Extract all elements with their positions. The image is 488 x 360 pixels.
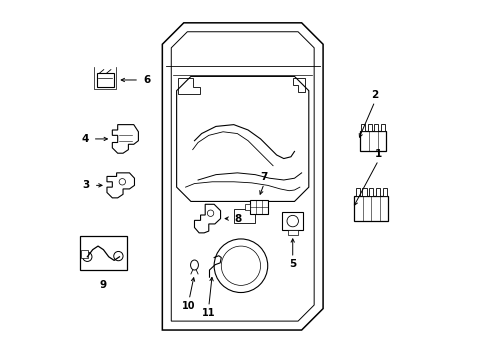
Bar (382, 188, 386, 196)
Bar (367, 125, 371, 131)
Text: 4: 4 (81, 134, 88, 144)
Text: 5: 5 (288, 259, 296, 269)
Bar (249, 200, 267, 214)
Bar (355, 188, 359, 196)
Bar (97, 73, 114, 87)
Bar (362, 188, 366, 196)
Bar (368, 188, 372, 196)
Text: 7: 7 (260, 172, 267, 182)
Text: 1: 1 (374, 149, 381, 159)
Text: 3: 3 (82, 180, 89, 190)
Text: 6: 6 (143, 75, 150, 85)
Bar (375, 188, 379, 196)
Bar (360, 125, 365, 131)
Bar (380, 125, 385, 131)
Text: 8: 8 (234, 213, 241, 224)
Bar (374, 125, 378, 131)
Text: 2: 2 (370, 90, 378, 100)
Bar (287, 230, 297, 235)
Text: 11: 11 (202, 308, 215, 318)
Bar (80, 236, 126, 270)
Bar (359, 131, 386, 150)
Text: 10: 10 (182, 301, 196, 311)
Bar (81, 249, 87, 257)
Bar (244, 204, 249, 210)
Bar (233, 208, 255, 223)
Bar (282, 212, 303, 230)
Text: 9: 9 (100, 280, 107, 290)
Bar (354, 196, 387, 221)
